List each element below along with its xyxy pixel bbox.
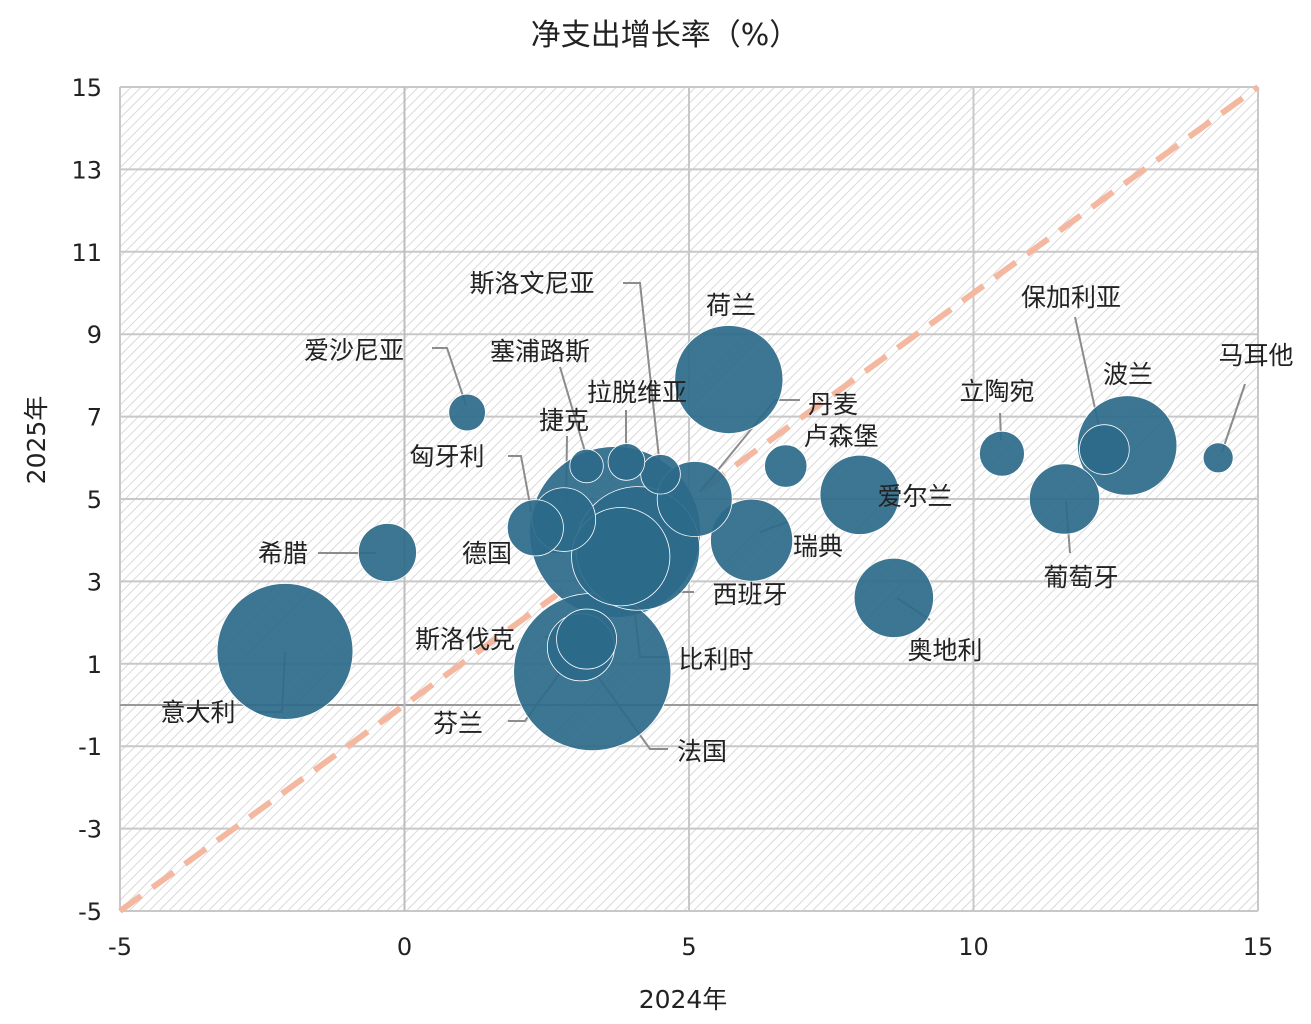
bubble [853, 557, 934, 638]
y-tick-label: 15 [71, 74, 102, 102]
point-label: 荷兰 [706, 291, 756, 320]
x-axis-label: 2024年 [639, 985, 728, 1014]
x-tick-label: -5 [108, 933, 132, 961]
bubble [556, 608, 617, 670]
point-label: 丹麦 [808, 390, 858, 419]
bubble [1202, 442, 1234, 474]
leader-line [508, 455, 533, 516]
bubble [1079, 424, 1130, 475]
bubble [979, 430, 1025, 477]
bubble [640, 454, 681, 495]
point-label: 芬兰 [433, 709, 483, 738]
gridlines [119, 86, 1259, 912]
point-label: 比利时 [678, 645, 753, 674]
bubbles [216, 325, 1234, 752]
y-tick-label: 13 [71, 156, 102, 184]
leader-line [432, 347, 467, 406]
point-label: 斯洛伐克 [415, 625, 515, 654]
chart-title: 净支出增长率（%） [531, 18, 800, 53]
y-tick-label: 7 [87, 404, 102, 432]
point-label: 西班牙 [712, 580, 787, 609]
point-label: 瑞典 [793, 532, 843, 561]
bubble [448, 393, 486, 432]
point-label: 匈牙利 [409, 442, 484, 471]
point-label: 拉脱维亚 [587, 378, 687, 407]
bubble [710, 498, 794, 582]
point-label: 葡萄牙 [1043, 563, 1118, 592]
point-label: 奥地利 [907, 636, 982, 665]
y-tick-label: -5 [78, 898, 102, 926]
bubble [819, 454, 900, 535]
x-tick-label: 5 [681, 933, 696, 961]
point-label: 保加利亚 [1021, 283, 1121, 312]
y-tick-label: 1 [87, 651, 102, 679]
point-label: 捷克 [539, 406, 589, 435]
leader-line [623, 282, 661, 468]
y-tick-label: 3 [87, 568, 102, 596]
x-tick-label: 0 [397, 933, 412, 961]
leader-line [1221, 383, 1246, 453]
y-tick-label: 11 [71, 239, 102, 267]
point-label: 希腊 [258, 539, 308, 568]
x-tick-label: 10 [958, 933, 989, 961]
point-label: 卢森堡 [803, 422, 878, 451]
bubble [674, 325, 784, 435]
bubble [569, 448, 604, 484]
point-label: 意大利 [160, 698, 235, 727]
bubble [506, 499, 564, 557]
point-label: 波兰 [1103, 360, 1153, 389]
y-tick-label: -1 [78, 733, 102, 761]
point-label: 马耳他 [1218, 341, 1293, 370]
bubble [357, 523, 417, 583]
bubble [764, 444, 808, 488]
leader-line [559, 366, 587, 456]
bubble [607, 443, 646, 481]
x-tick-label: 15 [1243, 933, 1274, 961]
point-label: 塞浦路斯 [490, 337, 590, 366]
y-tick-label: 9 [87, 321, 102, 349]
y-tick-label: 5 [87, 486, 102, 514]
y-axis-label: 2025年 [22, 396, 51, 485]
x-tick-labels: -5 0 5 10 15 [108, 933, 1273, 961]
point-label: 德国 [462, 539, 512, 568]
point-label: 法国 [677, 737, 727, 766]
bubble [1028, 463, 1101, 535]
bubble [216, 583, 354, 720]
bubble [571, 507, 671, 607]
point-label: 爱沙尼亚 [304, 336, 404, 365]
point-label: 爱尔兰 [877, 482, 952, 511]
y-tick-label: -3 [78, 816, 102, 844]
point-label: 立陶宛 [959, 377, 1034, 406]
point-label: 斯洛文尼亚 [469, 269, 594, 298]
